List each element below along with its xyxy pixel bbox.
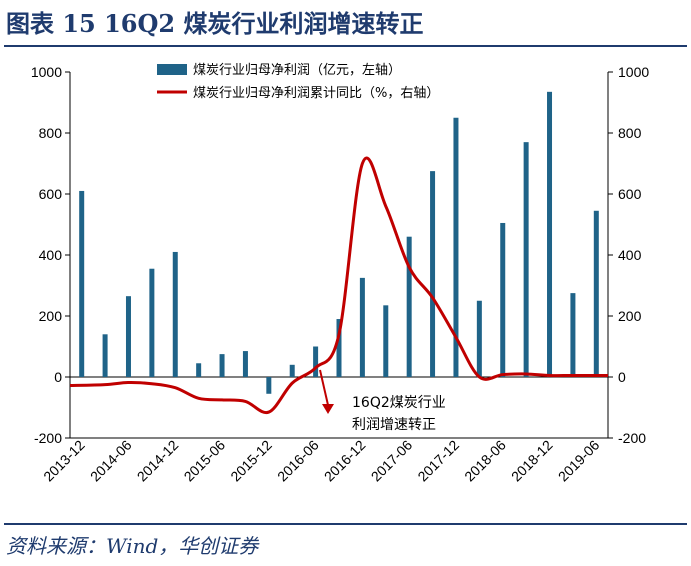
bar	[196, 363, 202, 377]
left-tick-label: -200	[34, 430, 62, 446]
right-tick-label: 0	[618, 369, 626, 385]
x-tick-label: 2017-06	[368, 437, 416, 485]
right-tick-label: 400	[618, 247, 642, 263]
bar	[219, 354, 225, 377]
right-tick-label: 800	[618, 125, 642, 141]
bar	[172, 251, 178, 377]
right-tick-label: 1000	[618, 64, 649, 80]
x-tick-label: 2014-06	[87, 437, 135, 485]
bar	[79, 190, 85, 377]
bar	[453, 117, 459, 377]
x-tick-label: 2015-06	[181, 437, 229, 485]
bar	[242, 351, 248, 377]
legend-bar-label: 煤炭行业归母净利润（亿元，左轴）	[193, 63, 401, 78]
x-tick-label: 2016-06	[274, 437, 322, 485]
source-divider	[4, 523, 687, 525]
chart-line	[69, 156, 608, 415]
x-tick-label: 2014-12	[134, 437, 182, 485]
legend-line-label: 煤炭行业归母净利润累计同比（%，右轴）	[193, 86, 439, 101]
bar	[570, 293, 576, 377]
bar	[289, 364, 295, 377]
bar	[430, 171, 436, 377]
left-tick-label: 400	[39, 247, 63, 263]
x-tick-label: 2019-06	[555, 437, 603, 485]
right-tick-label: 600	[618, 186, 642, 202]
page-title: 图表 15 16Q2 煤炭行业利润增速转正	[6, 9, 424, 38]
bar	[547, 91, 553, 377]
annotation-line-2: 利润增速转正	[352, 417, 436, 433]
title-divider	[4, 45, 687, 47]
left-tick-label: 800	[39, 125, 63, 141]
left-tick-label: 600	[39, 186, 63, 202]
annotation-arrow	[319, 369, 329, 406]
annotation-line-1: 16Q2煤炭行业	[352, 395, 446, 411]
chart-axes: -200 0 200 400 600 800 1000 -200 0 200 400 600 800 10…	[31, 64, 650, 446]
bar	[313, 346, 319, 377]
legend-bar-swatch	[157, 64, 187, 75]
x-tick-label: 2015-12	[227, 437, 275, 485]
bar	[523, 142, 529, 377]
bar	[125, 296, 131, 377]
bar	[406, 236, 412, 377]
bar	[336, 319, 342, 377]
annotation: 16Q2煤炭行业 利润增速转正	[319, 369, 446, 433]
chart-bars	[79, 91, 599, 394]
legend: 煤炭行业归母净利润（亿元，左轴） 煤炭行业归母净利润累计同比（%，右轴）	[157, 63, 439, 101]
bar	[266, 377, 272, 394]
right-tick-label: 200	[618, 308, 642, 324]
series-line-yoy	[69, 156, 608, 415]
bar	[476, 300, 482, 377]
x-tick-labels: 2013-12 2014-06 2014-12 2015-06 2015-12 2016-…	[40, 437, 602, 485]
bar	[383, 305, 389, 377]
right-tick-label: -200	[618, 430, 646, 446]
bar	[359, 277, 365, 377]
left-tick-label: 0	[54, 369, 62, 385]
bar	[500, 222, 506, 377]
annotation-arrowhead	[322, 404, 334, 414]
bar	[102, 334, 108, 377]
source-note: 资料来源：Wind，华创证券	[6, 534, 259, 558]
left-tick-label: 1000	[31, 64, 62, 80]
x-tick-label: 2018-12	[508, 437, 556, 485]
x-tick-label: 2018-06	[461, 437, 509, 485]
bar	[593, 210, 599, 377]
left-tick-label: 200	[39, 308, 63, 324]
x-tick-label: 2016-12	[321, 437, 369, 485]
bar	[149, 268, 155, 377]
x-tick-label: 2017-12	[414, 437, 462, 485]
